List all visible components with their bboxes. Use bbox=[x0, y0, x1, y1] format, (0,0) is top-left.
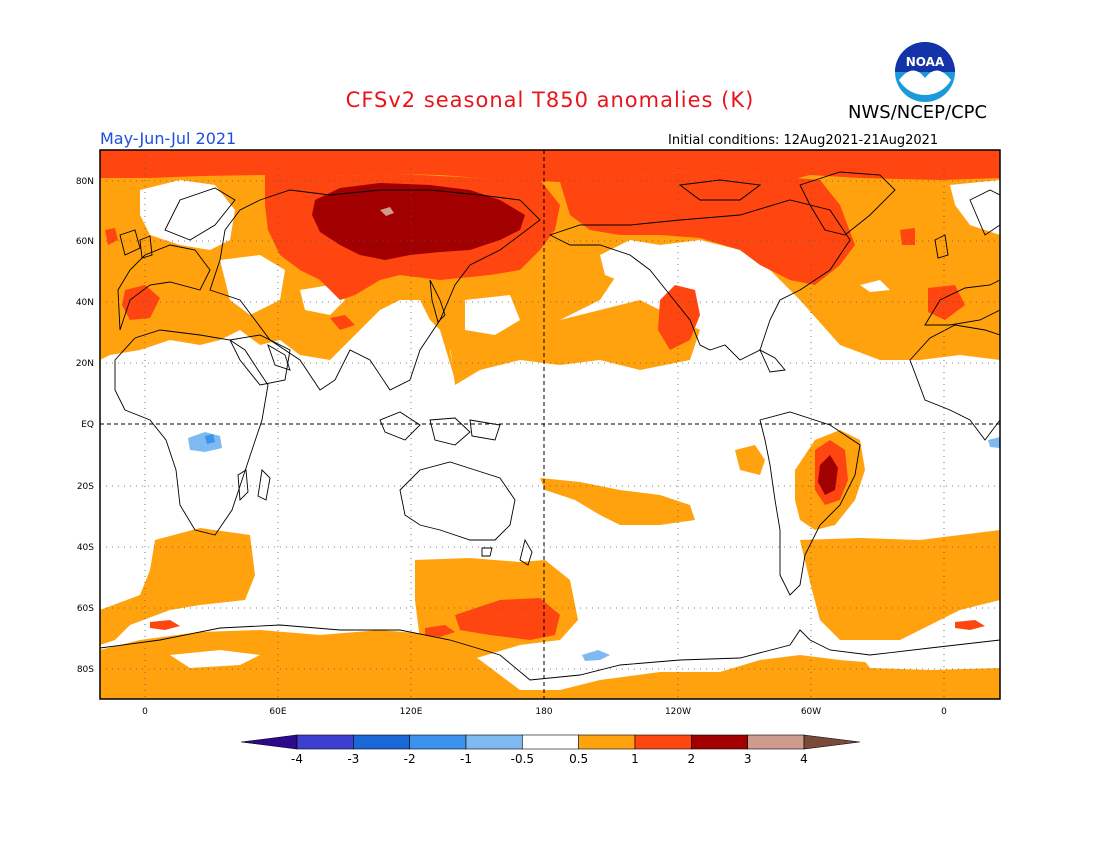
colorbar-tick-label: 1 bbox=[631, 752, 639, 766]
initial-conditions-label: Initial conditions: 12Aug2021-21Aug2021 bbox=[668, 133, 939, 148]
period-label: May-Jun-Jul 2021 bbox=[100, 129, 237, 148]
near-normal-shading bbox=[140, 180, 1000, 670]
lon-label: 120E bbox=[400, 707, 423, 717]
colorbar-box bbox=[578, 734, 636, 750]
colorbar-box bbox=[634, 734, 692, 750]
lat-label: 40S bbox=[77, 543, 94, 553]
lon-label: 180 bbox=[535, 707, 552, 717]
lon-label: 60E bbox=[269, 707, 286, 717]
colorbar-box bbox=[465, 734, 523, 750]
lat-label: 40N bbox=[76, 298, 94, 308]
coastlines bbox=[100, 171, 1000, 699]
lon-label: 120W bbox=[665, 707, 691, 717]
colorbar-box bbox=[522, 734, 579, 750]
organization-label: NWS/NCEP/CPC bbox=[848, 102, 988, 123]
madagascar-outline bbox=[237, 469, 249, 502]
lon-label: 0 bbox=[941, 707, 947, 717]
colorbar-box bbox=[353, 734, 410, 750]
lat-label: 80S bbox=[77, 665, 94, 675]
chart-title: CFSv2 seasonal T850 anomalies (K) bbox=[345, 88, 755, 112]
colorbar-tick-label: -4 bbox=[291, 752, 303, 766]
lat-label: 20S bbox=[77, 482, 94, 492]
anomaly-shading-blue bbox=[205, 434, 215, 444]
colorbar-tick-label: -1 bbox=[460, 752, 472, 766]
colorbar-tick-label: 3 bbox=[744, 752, 752, 766]
colorbar-extend-high bbox=[803, 734, 861, 750]
lat-label: EQ bbox=[81, 420, 94, 430]
anomaly-shading-darkred bbox=[312, 183, 838, 495]
colorbar-tick-label: -0.5 bbox=[511, 752, 534, 766]
colorbar-extend-low bbox=[240, 734, 298, 750]
colorbar-box bbox=[747, 734, 805, 750]
colorbar-tick-label: 4 bbox=[800, 752, 808, 766]
colorbar-box bbox=[691, 734, 748, 750]
lon-label: 60W bbox=[801, 707, 821, 717]
colorbar-tick-label: -3 bbox=[347, 752, 359, 766]
colorbar-box bbox=[296, 734, 354, 750]
lat-label: 20N bbox=[76, 359, 94, 369]
noaa-logo-icon: NOAA bbox=[895, 42, 955, 102]
colorbar-tick-label: 0.5 bbox=[569, 752, 588, 766]
colorbar-tick-label: -2 bbox=[404, 752, 416, 766]
lon-label: 0 bbox=[142, 707, 148, 717]
anomaly-shading-brown bbox=[380, 207, 394, 216]
gridlines bbox=[100, 150, 1000, 699]
colorbar-box bbox=[409, 734, 467, 750]
noaa-logo-text: NOAA bbox=[906, 55, 945, 69]
map-frame bbox=[99, 149, 1001, 700]
lat-label: 60S bbox=[77, 604, 94, 614]
lat-label: 60N bbox=[76, 237, 94, 247]
lat-label: 80N bbox=[76, 177, 94, 187]
colorbar-tick-label: 2 bbox=[688, 752, 696, 766]
